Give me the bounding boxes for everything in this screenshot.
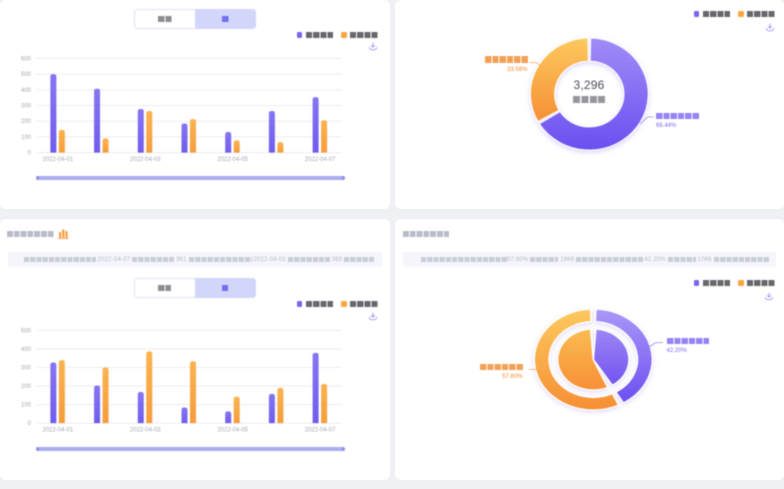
svg-text:200: 200: [21, 384, 32, 390]
svg-text:100: 100: [21, 135, 32, 141]
svg-text:0: 0: [28, 421, 32, 427]
svg-text:500: 500: [21, 329, 32, 335]
svg-text:2022-04-07: 2022-04-07: [305, 157, 336, 163]
svg-text:2022-04-05: 2022-04-05: [217, 157, 248, 163]
svg-text:200: 200: [21, 119, 32, 125]
svg-text:300: 300: [21, 104, 32, 110]
svg-text:2022-04-03: 2022-04-03: [130, 157, 161, 163]
svg-text:300: 300: [21, 366, 32, 372]
svg-text:2022-04-03: 2022-04-03: [130, 428, 161, 434]
svg-text:600: 600: [21, 56, 32, 62]
svg-text:2022-04-07: 2022-04-07: [305, 428, 336, 434]
svg-text:500: 500: [21, 72, 32, 78]
svg-text:400: 400: [21, 88, 32, 94]
svg-text:400: 400: [21, 347, 32, 353]
svg-text:2022-04-01: 2022-04-01: [43, 428, 74, 434]
svg-text:100: 100: [21, 403, 32, 409]
svg-text:2022-04-05: 2022-04-05: [217, 428, 248, 434]
svg-text:0: 0: [28, 151, 32, 157]
svg-text:2022-04-01: 2022-04-01: [43, 157, 74, 163]
